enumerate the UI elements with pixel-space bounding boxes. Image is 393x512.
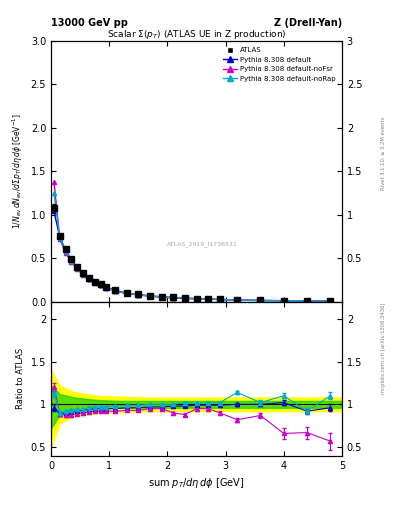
Text: mcplots.cern.ch [arXiv:1306.3436]: mcplots.cern.ch [arXiv:1306.3436] bbox=[381, 303, 386, 394]
Text: 13000 GeV pp: 13000 GeV pp bbox=[51, 18, 128, 28]
X-axis label: sum $p_T/d\eta\,d\phi$ [GeV]: sum $p_T/d\eta\,d\phi$ [GeV] bbox=[148, 476, 245, 490]
Y-axis label: Ratio to ATLAS: Ratio to ATLAS bbox=[16, 348, 25, 409]
Text: Rivet 3.1.10, ≥ 3.2M events: Rivet 3.1.10, ≥ 3.2M events bbox=[381, 117, 386, 190]
Text: Z (Drell-Yan): Z (Drell-Yan) bbox=[274, 18, 342, 28]
Y-axis label: $1/N_{ev}\,dN_{ev}/d\Sigma p_T/d\eta\,d\phi\;[\mathrm{GeV}^{-1}]$: $1/N_{ev}\,dN_{ev}/d\Sigma p_T/d\eta\,d\… bbox=[11, 114, 25, 229]
Title: Scalar $\Sigma(p_T)$ (ATLAS UE in Z production): Scalar $\Sigma(p_T)$ (ATLAS UE in Z prod… bbox=[107, 28, 286, 41]
Text: ATLAS_2019_I1736531: ATLAS_2019_I1736531 bbox=[167, 242, 238, 247]
Legend: ATLAS, Pythia 8.308 default, Pythia 8.308 default-noFsr, Pythia 8.308 default-no: ATLAS, Pythia 8.308 default, Pythia 8.30… bbox=[220, 45, 338, 84]
